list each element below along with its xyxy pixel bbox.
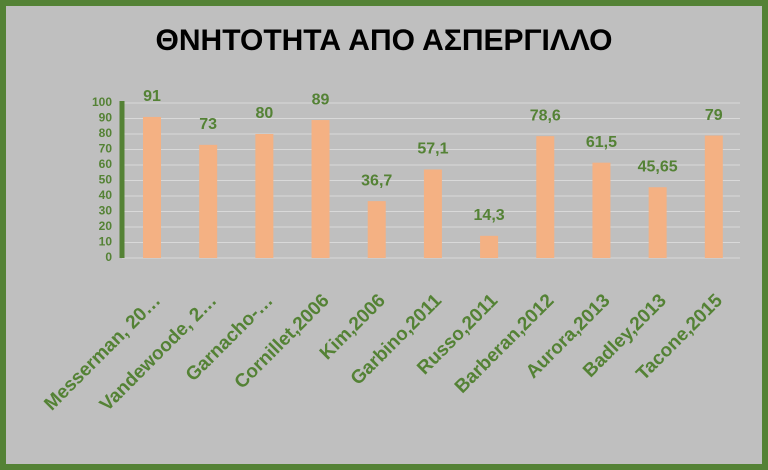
bar <box>536 136 555 258</box>
y-tick-label: 80 <box>99 126 113 140</box>
y-tick-label: 0 <box>105 250 112 264</box>
y-tick-label: 50 <box>99 173 113 187</box>
y-tick-label: 60 <box>99 157 113 171</box>
y-tick-label: 40 <box>99 188 113 202</box>
bar <box>311 120 330 258</box>
value-label: 73 <box>199 116 217 133</box>
bar <box>704 135 723 258</box>
value-label: 61,5 <box>586 134 617 151</box>
y-tick-label: 100 <box>92 95 112 109</box>
value-label: 45,65 <box>638 158 678 175</box>
bar <box>592 162 611 258</box>
value-label: 14,3 <box>474 207 505 224</box>
bar <box>648 187 667 258</box>
bar <box>255 134 274 258</box>
bar <box>480 235 499 258</box>
value-label: 89 <box>312 91 330 108</box>
bar <box>199 144 218 258</box>
bar <box>367 201 386 258</box>
y-tick-label: 90 <box>99 111 113 125</box>
chart-title: ΘΝΗΤΟΤΗΤΑ ΑΠΟ ΑΣΠΕΡΓΙΛΛΟ <box>156 24 613 57</box>
bar <box>143 116 161 258</box>
value-label: 57,1 <box>417 141 448 158</box>
y-tick-label: 20 <box>99 219 113 233</box>
value-label: 36,7 <box>361 172 392 189</box>
value-label: 80 <box>255 105 273 122</box>
value-label: 91 <box>143 88 161 105</box>
y-tick-label: 10 <box>99 235 113 249</box>
value-label: 78,6 <box>530 107 561 124</box>
y-tick-label: 70 <box>99 142 113 156</box>
y-tick-label: 30 <box>99 204 113 218</box>
bar <box>423 169 442 258</box>
value-label: 79 <box>705 107 723 124</box>
